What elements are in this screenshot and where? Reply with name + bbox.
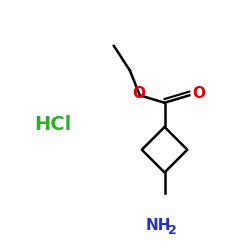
Text: O: O [132, 86, 145, 101]
Text: 2: 2 [168, 224, 176, 236]
Text: NH: NH [146, 218, 171, 232]
Text: HCl: HCl [35, 116, 72, 134]
Text: O: O [192, 86, 205, 101]
